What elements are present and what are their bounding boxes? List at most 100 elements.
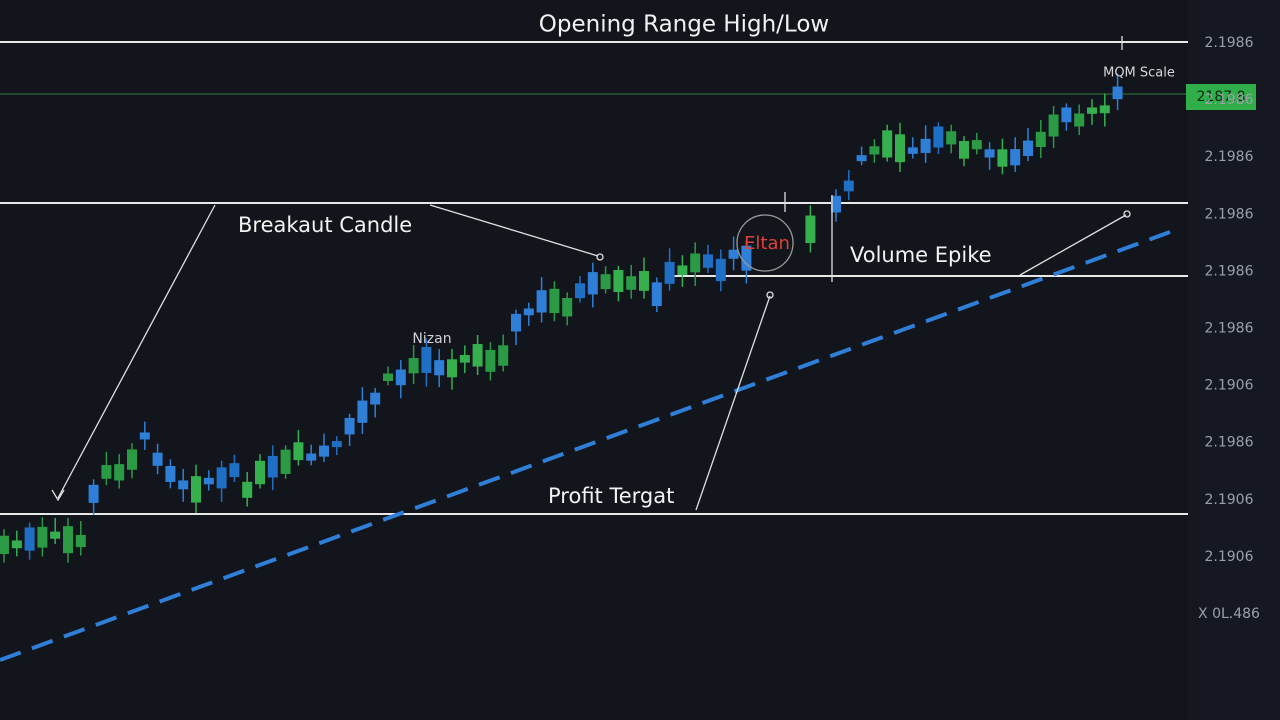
candle-body	[11, 540, 22, 549]
annotation: MQM Scale	[1103, 66, 1175, 81]
candle-body	[600, 274, 611, 290]
candle-body	[357, 400, 368, 423]
candle-body	[728, 249, 739, 259]
axis-label: 2.1986	[1205, 92, 1254, 108]
annotation: Volume Epike	[850, 243, 992, 267]
candle-body	[255, 460, 265, 485]
candle-body	[613, 269, 624, 293]
price-tag: 2187.8	[1197, 89, 1246, 105]
candle-body	[434, 360, 445, 376]
annotation: Breakaut Candle	[238, 213, 412, 237]
candle-body	[677, 265, 688, 275]
axis-label: 2.1986	[1205, 263, 1254, 279]
candle-body	[165, 466, 176, 482]
candle-body	[997, 149, 1008, 167]
candle-body	[383, 373, 393, 382]
candle-body	[1010, 149, 1021, 166]
candle-body	[152, 452, 163, 466]
axis-label: 2.1986	[1205, 206, 1254, 222]
candle-body	[831, 195, 841, 213]
candle-body	[229, 463, 240, 478]
axis-label: 2.1986	[1205, 321, 1254, 337]
candle-body	[306, 453, 317, 461]
candle-body	[856, 155, 867, 162]
candle-body	[498, 345, 509, 366]
candle-body	[75, 534, 86, 548]
axis-label: 2.1906	[1205, 549, 1254, 565]
candle-body	[946, 131, 957, 145]
candle-body	[907, 147, 918, 154]
candle-body	[587, 272, 598, 295]
price-tag-box	[1186, 84, 1256, 110]
candle-body	[88, 484, 99, 503]
candle-body	[293, 442, 304, 461]
candle-body	[843, 180, 854, 192]
trend-line	[0, 230, 1171, 662]
candle-body	[1061, 107, 1072, 123]
candle-body	[895, 134, 905, 163]
axis-label: 2.1986	[1205, 35, 1254, 51]
candle-body	[139, 432, 150, 440]
candle-body	[933, 126, 944, 148]
candle-body	[472, 344, 483, 367]
candle-body	[715, 258, 726, 282]
candle-body	[370, 392, 381, 405]
candle-body	[920, 138, 931, 153]
candle-body	[690, 253, 701, 273]
candle-body	[421, 347, 432, 373]
candle-body	[203, 477, 214, 485]
candle-body	[651, 282, 662, 307]
candle-body	[485, 349, 496, 372]
axis-label: 2.1906	[1205, 492, 1254, 508]
candle-body	[626, 276, 637, 290]
candle-body	[882, 130, 893, 158]
candle-body	[869, 146, 880, 155]
axis-label: 2.1986	[1205, 149, 1254, 165]
candle-body	[216, 467, 227, 489]
candles	[0, 73, 1123, 563]
candle-body	[63, 526, 73, 554]
candle-body	[703, 254, 713, 268]
candle-body	[1035, 131, 1046, 148]
candle-body	[178, 480, 189, 490]
annotation: Nizan	[412, 331, 451, 347]
candle-body	[0, 535, 9, 555]
candle-body	[1074, 113, 1085, 127]
candle-body	[447, 359, 457, 378]
candle-body	[984, 149, 995, 158]
candle-body	[664, 261, 675, 284]
candle-body	[24, 527, 35, 551]
axis-label: 2.1986	[1205, 435, 1254, 451]
candle-body	[267, 455, 278, 478]
candle-body	[971, 140, 982, 150]
candle-body	[319, 445, 329, 457]
candle-body	[1099, 105, 1110, 114]
candle-body	[127, 449, 137, 470]
candle-body	[1112, 86, 1123, 100]
chart-title: Opening Range High/Low	[539, 12, 829, 38]
candle-body	[575, 283, 585, 299]
candle-body	[408, 358, 419, 374]
candle-body	[101, 465, 112, 479]
candle-body	[37, 526, 48, 548]
candle-body	[395, 369, 406, 386]
annotation-lines	[51, 36, 1131, 511]
candle-body	[114, 464, 125, 481]
candle-body	[639, 271, 649, 291]
candle-body	[805, 215, 816, 244]
candle-body	[1048, 114, 1059, 137]
candle-body	[50, 531, 61, 539]
candle-body	[1087, 107, 1097, 114]
candle-body	[280, 449, 291, 474]
axis-label: X 0L.486	[1198, 606, 1260, 622]
candle-body	[536, 290, 547, 313]
annotation: Eltan	[744, 233, 790, 254]
axis-label: 2.1906	[1205, 378, 1254, 394]
axis-labels: 2.1986 2.1986 2.1986 2.1986 2.1986 2.1986 2.19…	[1198, 35, 1260, 622]
candle-body	[511, 313, 521, 332]
candle-body	[959, 141, 969, 159]
candle-body	[1023, 140, 1033, 157]
annotation: Profit Tergat	[548, 484, 674, 508]
candle-body	[191, 476, 201, 503]
